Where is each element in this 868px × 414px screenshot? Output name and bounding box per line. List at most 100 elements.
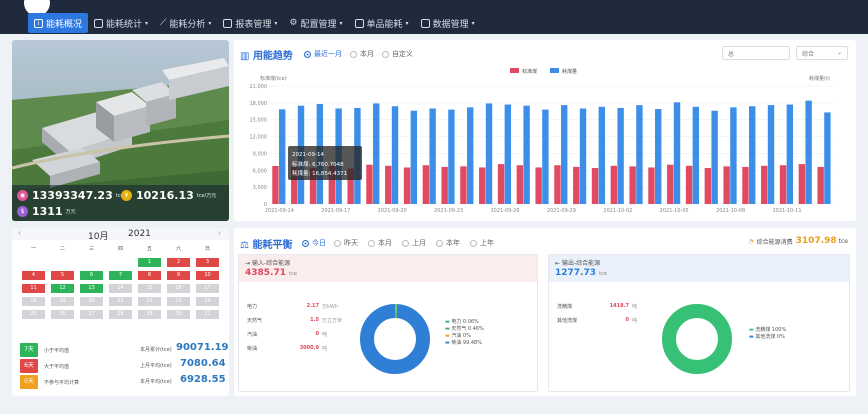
bar-coal-consumption[interactable]	[673, 102, 681, 204]
calendar-day[interactable]: 21	[109, 297, 132, 306]
bar-standard-coal[interactable]	[648, 167, 655, 204]
bar-standard-coal[interactable]	[723, 166, 730, 204]
bar-standard-coal[interactable]	[535, 167, 542, 204]
period-last-year[interactable]: 上年	[470, 238, 494, 248]
bar-coal-consumption[interactable]	[448, 109, 455, 204]
bar-coal-consumption[interactable]	[692, 106, 700, 204]
bar-standard-coal[interactable]	[667, 164, 674, 204]
bar-standard-coal[interactable]	[385, 165, 392, 204]
calendar-day[interactable]: 23	[167, 297, 190, 306]
bar-coal-consumption[interactable]	[598, 106, 606, 204]
bar-standard-coal[interactable]	[441, 166, 448, 204]
calendar-day[interactable]: 4	[22, 271, 45, 280]
nav-product-energy[interactable]: 单品能耗 ▾	[349, 13, 415, 33]
calendar-day[interactable]: 15	[138, 284, 161, 293]
calendar-day[interactable]: 11	[22, 284, 45, 293]
bar-coal-consumption[interactable]	[504, 104, 512, 204]
bar-standard-coal[interactable]	[479, 167, 486, 204]
bar-standard-coal[interactable]	[704, 168, 712, 204]
bar-standard-coal[interactable]	[685, 165, 693, 204]
calendar-day[interactable]: 7	[109, 271, 132, 280]
bar-coal-consumption[interactable]	[523, 105, 530, 204]
calendar-day[interactable]: 24	[196, 297, 219, 306]
bar-standard-coal[interactable]	[328, 165, 336, 204]
calendar-day[interactable]: 28	[109, 310, 132, 319]
calendar-day[interactable]: 10	[196, 271, 219, 280]
bar-coal-consumption[interactable]	[767, 105, 775, 204]
bar-standard-coal[interactable]	[366, 164, 373, 204]
bar-coal-consumption[interactable]	[711, 110, 718, 204]
bar-coal-consumption[interactable]	[617, 107, 624, 204]
bar-coal-consumption[interactable]	[429, 108, 436, 204]
range-custom[interactable]: 自定义	[382, 49, 413, 59]
bar-standard-coal[interactable]	[779, 165, 787, 204]
range-this-month[interactable]: 本月	[350, 49, 374, 59]
calendar-day[interactable]: 3	[196, 258, 219, 267]
bar-standard-coal[interactable]	[610, 165, 618, 204]
bar-standard-coal[interactable]	[403, 167, 411, 204]
calendar-day[interactable]: 9	[167, 271, 190, 280]
calendar-day[interactable]: 20	[80, 297, 103, 306]
calendar-day[interactable]: 30	[167, 310, 190, 319]
bar-coal-consumption[interactable]	[730, 107, 737, 204]
calendar-day[interactable]: 17	[196, 284, 219, 293]
calendar-day[interactable]: 26	[51, 310, 74, 319]
bar-coal-consumption[interactable]	[579, 108, 587, 204]
nav-reports[interactable]: 报表管理 ▾	[217, 13, 283, 33]
nav-config[interactable]: ⚙ 配置管理 ▾	[289, 18, 343, 30]
bar-standard-coal[interactable]	[798, 164, 806, 204]
bar-standard-coal[interactable]	[347, 168, 354, 204]
calendar-day[interactable]: 31	[196, 310, 219, 319]
metric-select[interactable]: 综合 ⌄	[796, 46, 848, 60]
prev-month-arrow[interactable]: ‹	[18, 229, 21, 237]
calendar-day[interactable]: 14	[109, 284, 132, 293]
bar-standard-coal[interactable]	[460, 166, 467, 204]
period-last-month[interactable]: 上月	[402, 238, 426, 248]
calendar-day[interactable]: 12	[51, 284, 74, 293]
bar-standard-coal[interactable]	[309, 168, 317, 204]
energy-type-select[interactable]: 总	[722, 46, 790, 60]
bar-coal-consumption[interactable]	[485, 103, 493, 204]
bar-coal-consumption[interactable]	[279, 109, 286, 204]
nav-data[interactable]: 数据管理 ▾	[415, 13, 481, 33]
bar-coal-consumption[interactable]	[805, 100, 812, 204]
calendar-day[interactable]: 29	[138, 310, 161, 319]
calendar-day[interactable]: 22	[138, 297, 161, 306]
calendar-day[interactable]: 8	[138, 271, 161, 280]
period-today[interactable]: 今日	[302, 238, 326, 248]
calendar-day[interactable]: 25	[22, 310, 45, 319]
range-recent-month[interactable]: 最近一月	[304, 49, 342, 59]
bar-standard-coal[interactable]	[573, 166, 580, 204]
bar-coal-consumption[interactable]	[655, 109, 662, 204]
bar-standard-coal[interactable]	[272, 166, 279, 204]
bar-standard-coal[interactable]	[761, 165, 768, 204]
period-yesterday[interactable]: 昨天	[334, 238, 358, 248]
calendar-day[interactable]: 5	[51, 271, 74, 280]
bar-coal-consumption[interactable]	[786, 104, 794, 204]
bar-standard-coal[interactable]	[516, 165, 524, 204]
calendar-day[interactable]: 27	[80, 310, 103, 319]
calendar-day[interactable]: 6	[80, 271, 103, 280]
bar-standard-coal[interactable]	[591, 168, 599, 204]
bar-standard-coal[interactable]	[422, 165, 430, 204]
calendar-day[interactable]: 2	[167, 258, 190, 267]
bar-coal-consumption[interactable]	[410, 110, 418, 204]
period-this-month[interactable]: 本月	[368, 238, 392, 248]
bar-standard-coal[interactable]	[629, 166, 636, 204]
bar-coal-consumption[interactable]	[824, 112, 831, 204]
nav-statistics[interactable]: 能耗统计 ▾	[88, 13, 154, 33]
bar-standard-coal[interactable]	[291, 166, 298, 204]
bar-standard-coal[interactable]	[817, 166, 824, 204]
bar-coal-consumption[interactable]	[561, 105, 568, 204]
bar-coal-consumption[interactable]	[391, 106, 399, 204]
calendar-day[interactable]: 19	[51, 297, 74, 306]
bar-coal-consumption[interactable]	[373, 103, 380, 204]
nav-analysis[interactable]: ⟋ 能耗分析 ▾	[160, 18, 212, 30]
calendar-day[interactable]: 18	[22, 297, 45, 306]
bar-standard-coal[interactable]	[497, 164, 505, 204]
bar-coal-consumption[interactable]	[749, 106, 756, 204]
nav-overview[interactable]: i 能耗概况	[28, 13, 89, 33]
bar-coal-consumption[interactable]	[636, 105, 643, 204]
calendar-day[interactable]: 13	[80, 284, 103, 293]
bar-coal-consumption[interactable]	[467, 107, 474, 204]
